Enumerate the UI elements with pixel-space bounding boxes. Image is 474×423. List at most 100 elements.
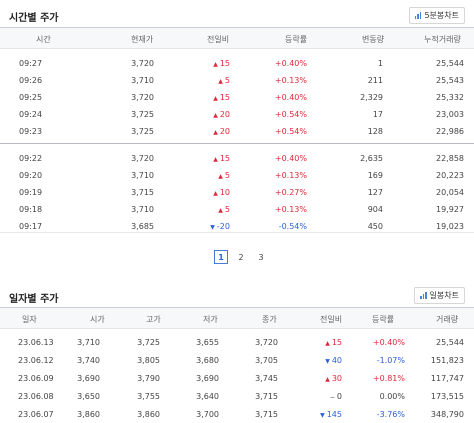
bar-chart-icon [420, 292, 427, 299]
diff-cell: ▲ 5 [218, 76, 230, 85]
col-high: 고가 [146, 315, 161, 324]
time-section-title: 시간별 주가 [9, 13, 59, 24]
diff-cell: −0 [329, 392, 342, 401]
price-cell: 3,725 [131, 127, 154, 136]
diff-cell: ▲ 20 [213, 110, 230, 119]
table-row: 09:20 3,710 ▲ 5 +0.13% 169 20,223 [0, 168, 474, 184]
page-2-button[interactable]: 2 [238, 252, 244, 262]
price-cell: 3,710 [131, 205, 154, 214]
acc-volume-cell: 25,332 [436, 93, 464, 102]
high-cell: 3,790 [137, 374, 160, 383]
col-price: 현재가 [131, 35, 154, 44]
down-arrow-icon: ▼ [320, 412, 325, 419]
rate-cell: +0.13% [274, 171, 307, 180]
up-arrow-icon: ▲ [218, 173, 223, 180]
col-low: 저가 [203, 315, 218, 324]
open-cell: 3,860 [77, 410, 100, 419]
price-cell: 3,685 [131, 222, 154, 231]
up-arrow-icon: ▲ [213, 61, 218, 68]
rate-cell: +0.13% [274, 76, 307, 85]
col-close: 종가 [262, 315, 277, 324]
open-cell: 3,650 [77, 392, 100, 401]
volume-cell: 128 [367, 127, 383, 136]
daily-chart-button[interactable]: 일봉차트 [414, 287, 465, 304]
page-3-button[interactable]: 3 [258, 252, 264, 262]
time-cell: 09:26 [19, 76, 43, 85]
volume-cell: 151,823 [430, 356, 464, 365]
rate-cell: +0.40% [274, 154, 307, 163]
bar-chart-icon [414, 12, 422, 19]
diff-cell: ▲ 15 [213, 93, 230, 102]
volume-cell: 904 [367, 205, 383, 214]
col-daily-diff: 전일비 [320, 315, 343, 324]
table-bottom-line [0, 232, 474, 233]
acc-volume-cell: 22,986 [436, 127, 464, 136]
volume-cell: 2,635 [360, 154, 383, 163]
up-arrow-icon: ▲ [213, 190, 218, 197]
page-1-button[interactable]: 1 [214, 250, 228, 264]
date-cell: 23.06.08 [18, 392, 54, 401]
close-cell: 3,720 [255, 338, 278, 347]
diff-cell: ▲ 15 [213, 59, 230, 68]
col-rate: 등락률 [285, 35, 308, 44]
acc-volume-cell: 25,543 [436, 76, 464, 85]
table-row: 23.06.07 3,860 3,860 3,700 3,715 ▼ 145 -3.76% 34… [0, 407, 474, 423]
daily-table-header: 일자 시가 고가 저가 종가 전일비 등락률 거래량 [0, 307, 474, 329]
up-arrow-icon: ▲ [213, 95, 218, 102]
price-cell: 3,720 [131, 59, 154, 68]
rate-cell: +0.40% [274, 93, 307, 102]
high-cell: 3,725 [137, 338, 160, 347]
table-row: 23.06.08 3,650 3,755 3,640 3,715 −0 0.00% 173,5… [0, 389, 474, 405]
price-cell: 3,725 [131, 110, 154, 119]
table-row: 23.06.09 3,690 3,790 3,690 3,745 ▲ 30 +0.81% 117… [0, 371, 474, 387]
time-cell: 09:24 [19, 110, 43, 119]
acc-volume-cell: 20,054 [436, 188, 464, 197]
diff-cell: ▼ 40 [325, 356, 342, 365]
diff-cell: ▲ 15 [213, 154, 230, 163]
col-date: 일자 [22, 315, 37, 324]
low-cell: 3,680 [196, 356, 219, 365]
time-cell: 09:23 [19, 127, 43, 136]
price-cell: 3,710 [131, 171, 154, 180]
volume-cell: 117,747 [430, 374, 464, 383]
volume-cell: 1 [377, 59, 383, 68]
table-row: 09:26 3,710 ▲ 5 +0.13% 211 25,543 [0, 73, 474, 89]
time-cell: 09:20 [19, 171, 43, 180]
close-cell: 3,705 [255, 356, 278, 365]
daily-section-title: 일자별 주가 [9, 294, 59, 305]
table-row: 09:23 3,725 ▲ 20 +0.54% 128 22,986 [0, 124, 474, 140]
date-cell: 23.06.07 [18, 410, 54, 419]
five-minute-chart-button[interactable]: 5분봉차트 [408, 7, 465, 24]
close-cell: 3,745 [255, 374, 278, 383]
table-row: 23.06.12 3,740 3,805 3,680 3,705 ▼ 40 -1.07% 151… [0, 353, 474, 369]
open-cell: 3,740 [77, 356, 100, 365]
acc-volume-cell: 20,223 [436, 171, 464, 180]
table-row: 09:22 3,720 ▲ 15 +0.40% 2,635 22,858 [0, 151, 474, 167]
up-arrow-icon: ▲ [213, 129, 218, 136]
five-minute-chart-label: 5분봉차트 [424, 11, 459, 20]
open-cell: 3,710 [77, 338, 100, 347]
time-cell: 09:27 [19, 59, 43, 68]
low-cell: 3,640 [196, 392, 219, 401]
time-table-header: 시간 현재가 전일비 등락률 변동량 누적거래량 [0, 27, 474, 49]
diff-cell: ▼ 145 [320, 410, 342, 419]
table-row: 09:25 3,720 ▲ 15 +0.40% 2,329 25,332 [0, 90, 474, 106]
diff-cell: ▲ 20 [213, 127, 230, 136]
table-row: 09:19 3,715 ▲ 10 +0.27% 127 20,054 [0, 185, 474, 201]
col-open: 시가 [90, 315, 105, 324]
acc-volume-cell: 23,003 [436, 110, 464, 119]
date-cell: 23.06.12 [18, 356, 54, 365]
volume-cell: 211 [367, 76, 383, 85]
acc-volume-cell: 19,927 [436, 205, 464, 214]
table-row: 23.06.13 3,710 3,725 3,655 3,720 ▲ 15 +0.40% 25,… [0, 335, 474, 351]
rate-cell: +0.81% [372, 374, 405, 383]
table-row: 09:27 3,720 ▲ 15 +0.40% 1 25,544 [0, 56, 474, 72]
up-arrow-icon: ▲ [325, 376, 330, 383]
col-diff: 전일비 [207, 35, 230, 44]
volume-cell: 348,790 [430, 410, 464, 419]
low-cell: 3,700 [196, 410, 219, 419]
rate-cell: +0.54% [274, 127, 307, 136]
diff-cell: ▲ 15 [325, 338, 342, 347]
volume-cell: 2,329 [360, 93, 383, 102]
no-change-icon: − [329, 394, 335, 401]
